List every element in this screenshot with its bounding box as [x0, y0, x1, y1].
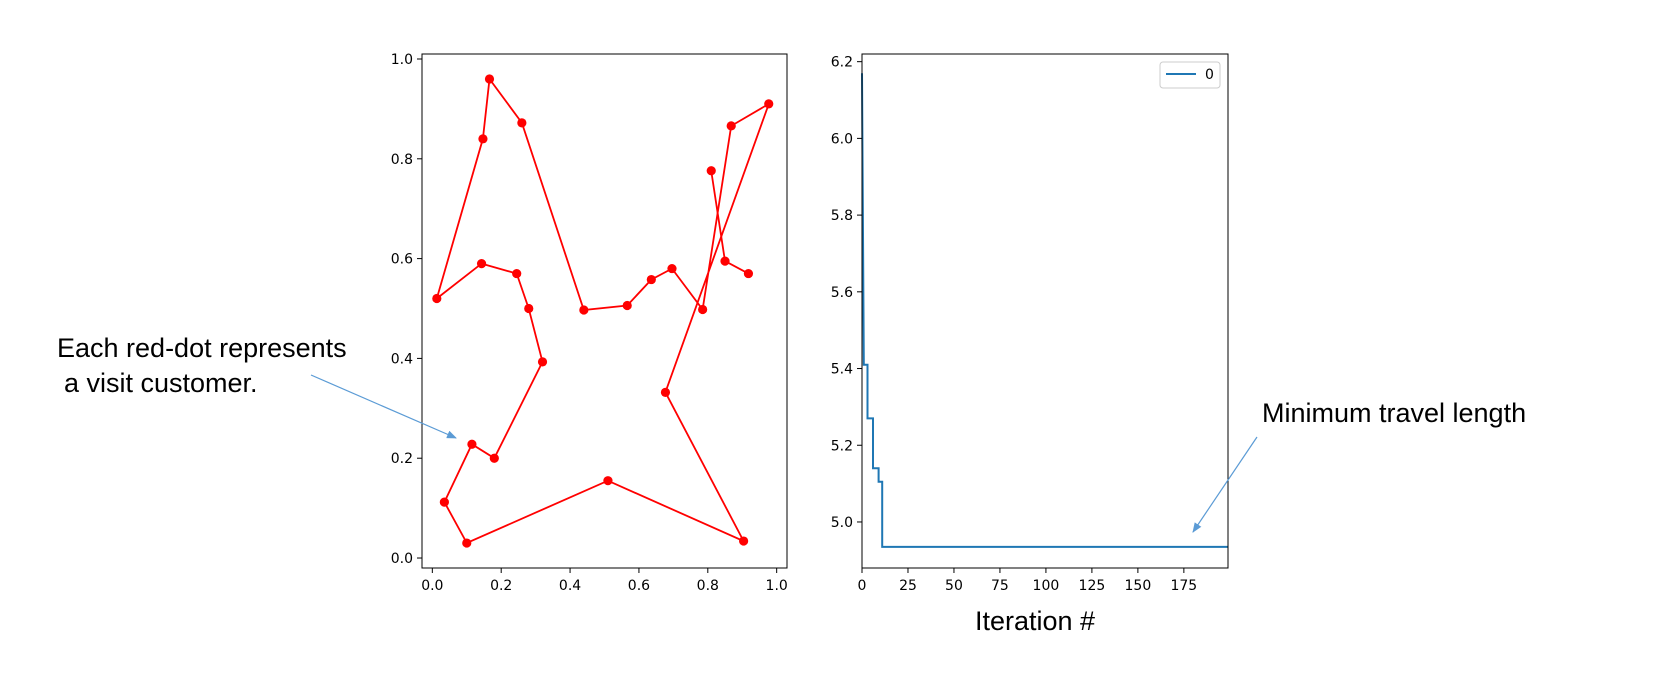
customer-point [579, 305, 589, 315]
convergence-axis-ticks: 0 25 50 75 100 125 150 175 5.0 5.2 5.4 5.6 5.8 6.0 6.2 [831, 55, 1197, 594]
series-line [861, 73, 1228, 548]
y-tick-label: 6.0 [831, 131, 853, 147]
y-tick-label: 5.2 [831, 438, 853, 454]
y-tick-label: 0.6 [391, 252, 413, 268]
customer-point [432, 293, 442, 304]
y-tick-label: 5.0 [831, 515, 853, 531]
customer-point [484, 74, 495, 84]
x-tick-label: 25 [899, 578, 917, 594]
y-tick-label: 6.2 [831, 55, 853, 71]
x-tick-label: 75 [991, 578, 1009, 594]
route-plot-frame [421, 53, 788, 569]
annotation-right-arrow [1192, 436, 1258, 533]
legend: 0 [1159, 61, 1221, 89]
x-tick-label: 0.0 [421, 578, 443, 594]
customer-point [489, 453, 499, 463]
x-tick-label: 125 [1079, 578, 1106, 594]
customer-point [739, 536, 749, 546]
customer-point [720, 256, 730, 266]
annotation-left-arrow [310, 374, 457, 439]
y-tick-label: 5.6 [831, 285, 853, 301]
y-tick-label: 5.8 [831, 208, 853, 224]
customer-point [512, 268, 522, 279]
customer-point [726, 121, 736, 131]
customer-point [467, 439, 477, 449]
x-tick-label: 1.0 [766, 578, 788, 594]
x-tick-label: 0 [858, 578, 867, 594]
customer-point [462, 538, 472, 548]
customer-point [517, 118, 527, 128]
customer-point [537, 357, 548, 367]
customer-point [603, 476, 613, 486]
convergence-plot-frame [861, 53, 1229, 569]
annotations: Each red-dot represents a visit customer… [57, 333, 1526, 533]
annotation-left-line2: a visit customer. [64, 368, 258, 398]
customer-point [660, 387, 671, 397]
x-tick-label: 0.6 [628, 578, 650, 594]
y-tick-label: 0.4 [391, 351, 413, 367]
route-line [435, 76, 771, 545]
customer-point [524, 303, 534, 314]
x-tick-label: 175 [1170, 578, 1197, 594]
y-tick-label: 0.0 [391, 551, 413, 567]
customer-point [764, 99, 774, 109]
annotation-right-label: Minimum travel length [1262, 398, 1526, 428]
annotation-left-line1: Each red-dot represents [57, 333, 347, 363]
convergence-plot-content [861, 73, 1228, 548]
customer-point [698, 304, 708, 315]
route-plot-content [432, 74, 774, 548]
route-axis-ticks: 0.0 0.2 0.4 0.6 0.8 1.0 0.0 0.2 0.4 0.6 0.8 1.0 [391, 52, 788, 594]
customer-point [439, 497, 449, 507]
customer-point [622, 300, 632, 311]
x-tick-label: 0.8 [697, 578, 719, 594]
x-tick-label: 150 [1125, 578, 1152, 594]
customer-point [646, 274, 656, 285]
y-tick-label: 0.2 [391, 451, 413, 467]
x-tick-label: 100 [1033, 578, 1060, 594]
x-tick-label: 0.2 [490, 578, 512, 594]
convergence-chart: 0 25 50 75 100 125 150 175 5.0 5.2 5.4 5.6 5.8 6.0 6.2… [831, 53, 1229, 636]
customer-point [706, 166, 716, 176]
y-tick-label: 5.4 [831, 362, 853, 378]
y-tick-label: 1.0 [391, 52, 413, 68]
legend-label: 0 [1205, 67, 1214, 83]
x-tick-label: 0.4 [559, 578, 581, 594]
customer-point [743, 268, 754, 279]
customer-point [667, 263, 677, 274]
customer-point [476, 258, 487, 269]
customer-point [478, 134, 488, 144]
x-tick-label: 50 [945, 578, 963, 594]
y-tick-label: 0.8 [391, 152, 413, 168]
route-chart: 0.0 0.2 0.4 0.6 0.8 1.0 0.0 0.2 0.4 0.6 0.8 1.0 [391, 52, 788, 594]
x-axis-label: Iteration # [975, 606, 1095, 636]
